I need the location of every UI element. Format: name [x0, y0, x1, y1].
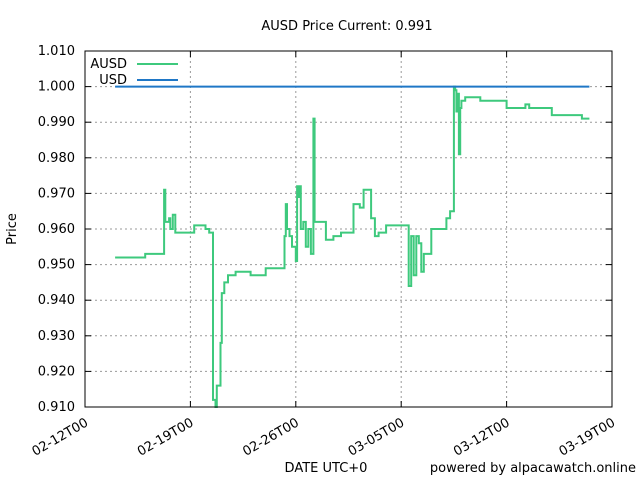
x-tick-label: 03-19T00 [557, 415, 618, 459]
x-tick-label: 03-12T00 [451, 415, 512, 459]
footer-credit: powered by alpacawatch.online [430, 461, 636, 476]
x-tick-label: 02-12T00 [30, 415, 91, 459]
y-tick-label: 0.930 [38, 329, 75, 344]
series-line-ausd [115, 85, 590, 408]
y-tick-label: 0.970 [38, 186, 75, 201]
y-tick-label: 0.960 [38, 222, 75, 237]
chart-title: AUSD Price Current: 0.991 [261, 19, 432, 34]
y-tick-label: 0.950 [38, 258, 75, 273]
y-tick-label: 1.010 [38, 44, 75, 59]
legend-label-usd: USD [99, 73, 127, 88]
y-axis-label: Price [5, 213, 20, 245]
x-tick-label: 02-26T00 [240, 415, 301, 459]
y-tick-label: 0.920 [38, 364, 75, 379]
y-tick-label: 0.990 [38, 115, 75, 130]
x-tick-label: 02-19T00 [135, 415, 196, 459]
y-tick-label: 1.000 [38, 80, 75, 95]
legend-label-ausd: AUSD [90, 57, 127, 72]
y-tick-label: 0.940 [38, 293, 75, 308]
x-tick-label: 03-05T00 [346, 415, 407, 459]
y-tick-label: 0.910 [38, 400, 75, 415]
x-axis-label: DATE UTC+0 [285, 461, 368, 476]
y-tick-label: 0.980 [38, 151, 75, 166]
series-layer [115, 85, 590, 408]
